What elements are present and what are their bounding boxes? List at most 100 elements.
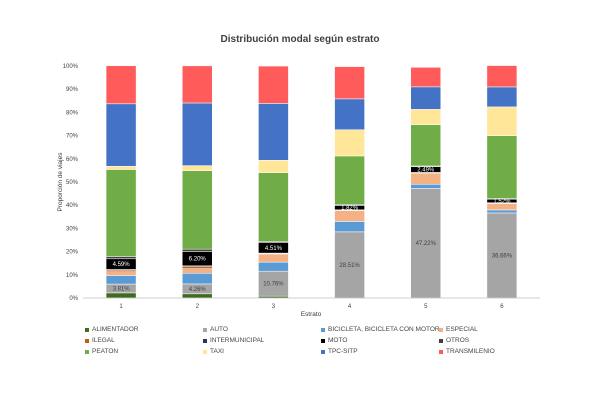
legend-label: TRANSMILENIO: [446, 348, 495, 355]
y-tick-label: 30%: [66, 226, 79, 232]
legend-label: ESPECIAL: [446, 326, 478, 333]
bar-segment: [410, 184, 441, 189]
bar-segment: [410, 188, 441, 299]
legend-item: OTROS: [439, 337, 557, 344]
y-tick-label: 40%: [66, 203, 79, 209]
bar-segment: [334, 210, 365, 222]
legend-swatch: [321, 349, 325, 354]
y-tick-label: 90%: [66, 87, 79, 93]
bar-segment: [334, 66, 365, 100]
y-tick-label: 0%: [69, 296, 78, 302]
legend-item: TRANSMILENIO: [439, 348, 557, 355]
legend-item: TAXI: [203, 348, 321, 355]
bar-segment: [486, 86, 518, 108]
legend-item: INTERMUNICIPAL: [203, 337, 321, 344]
legend-label: ILEGAL: [92, 337, 115, 344]
bar-segment: [410, 86, 441, 110]
bar-segment: [258, 261, 289, 272]
data-label: 47.22%: [416, 241, 437, 247]
data-labels: 3.81% 4.26% 10.76% 28.51% 47.22% 36.66% 4.59% 6…: [113, 168, 513, 293]
x-axis-title: Estrato: [301, 311, 322, 318]
bar-segment: [410, 124, 441, 167]
bar-segment: [258, 270, 289, 297]
x-tick-label: 3: [272, 304, 276, 310]
bar-segment: [182, 248, 213, 252]
bar-segment: [486, 209, 518, 214]
legend-swatch: [85, 327, 89, 332]
legend-item: PEATON: [85, 348, 203, 355]
bar-segment: [486, 135, 518, 199]
x-axis-ticks: 1 2 3 4 5 6: [83, 297, 540, 310]
bar-segment: [258, 65, 289, 104]
legend-swatch: [321, 338, 325, 343]
y-tick-label: 10%: [66, 273, 79, 279]
bar-segment: [410, 172, 441, 185]
legend-label: OTROS: [446, 337, 470, 344]
bar-segment: [486, 65, 518, 88]
legend-item: MOTO: [321, 337, 439, 344]
legend-item: BICICLETA, BICICLETA CON MOTOR: [321, 326, 440, 333]
data-label: 2.49%: [417, 168, 435, 174]
y-tick-label: 50%: [66, 180, 79, 186]
bar-segment: [105, 256, 137, 260]
legend-item: ALIMENTADOR: [85, 326, 203, 333]
bar-segment: [182, 293, 213, 299]
y-tick-label: 70%: [66, 134, 79, 140]
x-tick-label: 5: [424, 304, 428, 310]
data-label: 3.81%: [113, 286, 131, 292]
bar-segment: [334, 221, 365, 233]
data-label: 28.51%: [339, 263, 360, 269]
legend-label: TPC-SITP: [328, 348, 358, 355]
legend-swatch: [439, 338, 443, 343]
legend-swatch: [85, 338, 89, 343]
y-axis-title: Proporción de viajes: [57, 152, 64, 212]
data-label: 6.20%: [189, 257, 207, 263]
bar-segment: [258, 253, 289, 263]
bar-segment: [105, 65, 137, 105]
bar-segment: [105, 271, 137, 276]
chart-title: Distribución modal según estrato: [221, 34, 380, 45]
bar-segment: [105, 165, 137, 170]
x-tick-label: 1: [119, 304, 123, 310]
legend-item: ESPECIAL: [439, 326, 557, 333]
stacked-bars: [105, 65, 518, 299]
legend-label: BICICLETA, BICICLETA CON MOTOR: [328, 326, 440, 333]
bar-segment: [182, 266, 213, 269]
legend-swatch: [85, 349, 89, 354]
bar-segment: [182, 165, 213, 171]
legend-swatch: [203, 327, 207, 332]
data-label: 4.59%: [113, 262, 131, 268]
bar-segment: [105, 103, 137, 167]
legend-swatch: [203, 349, 207, 354]
legend-swatch: [203, 338, 207, 343]
bar-segment: [105, 275, 137, 285]
bar-segment: [334, 155, 365, 205]
bar-segment: [182, 170, 213, 250]
data-label: 10.76%: [263, 282, 284, 288]
x-tick-label: 2: [196, 304, 200, 310]
legend-label: INTERMUNICIPAL: [210, 337, 265, 344]
bar-segment: [258, 160, 289, 173]
data-label: 36.66%: [492, 253, 513, 259]
legend-swatch: [439, 349, 443, 354]
y-tick-label: 60%: [66, 157, 79, 163]
legend-label: MOTO: [328, 337, 348, 344]
x-tick-label: 4: [348, 304, 352, 310]
bar-segment: [334, 98, 365, 130]
data-label: 4.26%: [189, 287, 207, 293]
bar-segment: [182, 273, 213, 285]
bar-segment: [334, 129, 365, 157]
data-label: 4.51%: [265, 246, 283, 252]
legend: ALIMENTADOR AUTO BICICLETA, BICICLETA CON …: [85, 326, 565, 355]
legend-label: ALIMENTADOR: [92, 326, 139, 333]
x-tick-label: 6: [500, 304, 504, 310]
bar-segment: [182, 268, 213, 274]
bar-segment: [334, 231, 365, 299]
bar-segment: [182, 65, 213, 104]
legend-item: ILEGAL: [85, 337, 203, 344]
legend-label: AUTO: [210, 326, 228, 333]
bar-segment: [258, 103, 289, 161]
bar-segment: [182, 102, 213, 166]
data-label: 1.52%: [493, 199, 511, 205]
bar-segment: [486, 106, 518, 136]
